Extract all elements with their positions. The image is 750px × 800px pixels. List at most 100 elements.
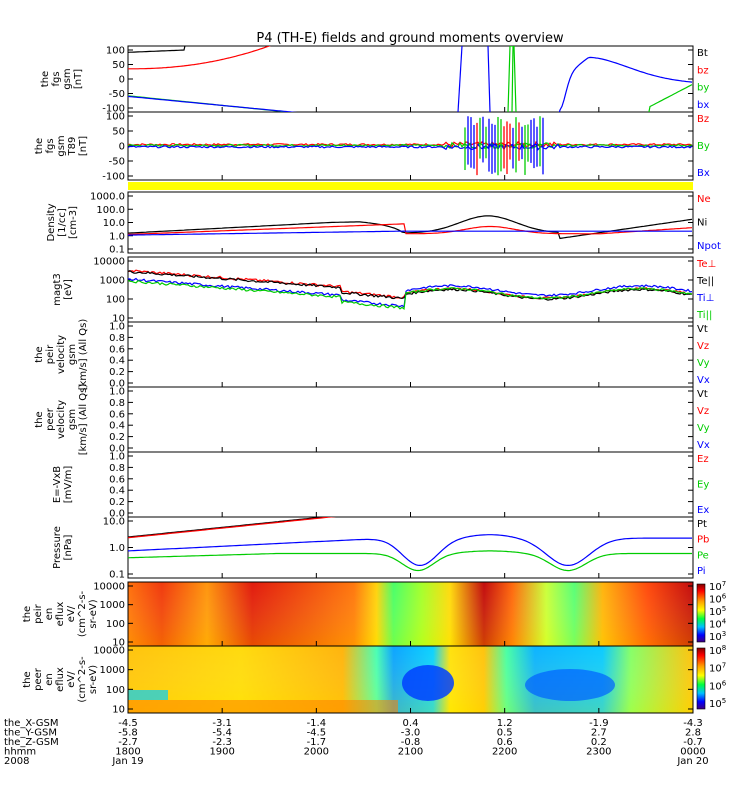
legend-te: Te⊥	[696, 259, 716, 270]
x-tick-label: 1.2	[497, 718, 513, 729]
flag-bar	[128, 182, 693, 190]
colorbar-label: 106	[709, 593, 727, 606]
panel-6: 1.00.80.60.40.20.0 the peer velocity gsm [km/…	[34, 384, 710, 456]
x-tick-label: Jan 19	[111, 756, 143, 767]
legend-vz: Vz	[697, 341, 709, 352]
y-tick-label: 10000	[93, 257, 125, 268]
colorbar: 108 107 106 105	[696, 644, 727, 710]
y-tick-label: 0	[119, 75, 125, 86]
y-axis-label: eV/	[66, 605, 77, 622]
y-axis-label: the	[22, 606, 33, 622]
series-ti-perp	[128, 277, 693, 308]
y-tick-label: 1.0	[109, 231, 125, 242]
y-axis-label: [km/s] (All Qs)	[78, 384, 89, 456]
panel-frame	[127, 386, 694, 453]
x-row-label: the_X-GSM	[4, 718, 58, 729]
panel-7: 1.00.80.60.40.20.0 E=-VxB [mV/m] Ez Ey Ex	[52, 451, 709, 520]
x-tick-label: -3.0	[401, 728, 421, 739]
panel-3: 1000.0 100.0 10.0 1.0 0.1 Density [1/cc] [cm-3]…	[46, 191, 721, 256]
x-row-label: 2008	[4, 756, 29, 767]
y-tick-label: 0.8	[109, 463, 125, 474]
legend-by: by	[697, 83, 709, 94]
y-tick-label: 100	[106, 619, 125, 630]
y-tick-label: 0.2	[109, 497, 125, 508]
colorbar-label: 108	[709, 644, 726, 657]
y-tick-label: 0.2	[109, 432, 125, 443]
legend-by: By	[697, 141, 710, 152]
series-bz	[128, 46, 271, 70]
x-tick-label: -2.7	[118, 737, 138, 748]
low-flux-region	[402, 665, 454, 701]
y-axis-label: peer	[33, 667, 44, 691]
x-axis-labels: the_X-GSM -4.5 -3.1 -1.4 0.4 1.2 -1.9 -4.3 the_Y…	[4, 718, 709, 767]
legend-npot: Npot	[697, 241, 721, 252]
x-tick-label: -1.9	[589, 718, 609, 729]
colorbar-label: 106	[709, 679, 727, 692]
y-tick-label: 0	[119, 142, 125, 153]
y-tick-label: 50	[112, 60, 125, 71]
legend-ne: Ne	[697, 194, 711, 205]
x-tick-label: -5.8	[118, 728, 138, 739]
y-axis-label: gsm	[67, 409, 78, 430]
y-axis-label: [1/cc]	[57, 208, 68, 237]
x-row-label: hhmm	[4, 747, 36, 758]
y-tick-label: 100	[106, 46, 125, 57]
y-tick-label: 0.6	[109, 474, 125, 485]
panel-frame	[127, 191, 694, 254]
x-tick-label: -4.3	[683, 718, 703, 729]
y-axis-label: (cm^2-s-	[77, 590, 88, 637]
series-bx	[457, 46, 463, 112]
panel-1: 100 50 0 -50 -100 the fgs gsm [nT] Bt bz by bx	[40, 45, 709, 115]
y-axis-label: peer	[45, 407, 56, 431]
low-flux-region	[525, 669, 615, 701]
y-axis-label: [eV]	[63, 279, 74, 300]
x-tick-label: 2000	[304, 747, 329, 758]
y-axis-label: gsm	[56, 135, 67, 156]
x-tick-label: -4.5	[118, 718, 138, 729]
legend-vx: Vx	[697, 375, 710, 386]
colorbar-scale	[696, 583, 706, 643]
x-tick-label: 0000	[680, 747, 705, 758]
y-axis-label: the	[34, 411, 45, 427]
y-tick-label: 10	[112, 314, 125, 325]
colorbar-label: 107	[709, 580, 726, 593]
legend-bx: bx	[697, 100, 709, 111]
chart-title: P4 (TH-E) fields and ground moments over…	[256, 31, 564, 46]
y-tick-label: 1000	[100, 276, 125, 287]
y-axis-label: the	[40, 71, 51, 87]
y-tick-label: 50	[112, 127, 125, 138]
series-pb	[128, 517, 337, 539]
series-ne	[128, 223, 693, 235]
y-axis-label: [km/s] (All Qs)	[78, 319, 89, 391]
y-tick-label: 1000	[100, 600, 125, 611]
series-pe	[128, 550, 692, 572]
y-tick-label: 1.0	[109, 452, 125, 463]
y-axis-label: [nPa]	[63, 534, 74, 560]
y-axis-label: Pressure	[52, 526, 63, 569]
panel-5: 1.00.80.60.40.20.0 the peir velocity gsm [km/…	[34, 319, 710, 391]
y-tick-label: 100	[106, 685, 125, 696]
y-axis-label: magt3	[52, 273, 63, 306]
legend-vy: Vy	[697, 423, 710, 434]
y-axis-label: sr-eV)	[88, 665, 99, 694]
legend-ti: Ti⊥	[696, 293, 714, 304]
colorbar-label: 105	[709, 605, 726, 618]
series-pi	[128, 534, 692, 567]
y-tick-label: -100	[102, 104, 125, 115]
legend-ex: Ex	[697, 505, 709, 516]
y-axis-label: gsm	[67, 344, 78, 365]
y-tick-label: 10000	[93, 582, 125, 593]
legend-ez: Ez	[697, 454, 709, 465]
colorbar-label: 107	[709, 662, 726, 675]
y-tick-label: 1000	[100, 665, 125, 676]
colorbar-label: 103	[709, 630, 726, 643]
y-tick-label: 10.0	[103, 218, 125, 229]
y-tick-label: -50	[109, 89, 125, 100]
legend-vt: Vt	[697, 389, 708, 400]
low-energy-band	[128, 700, 398, 713]
y-axis-label: [mV/m]	[63, 466, 74, 504]
x-tick-label: -0.8	[401, 737, 421, 748]
